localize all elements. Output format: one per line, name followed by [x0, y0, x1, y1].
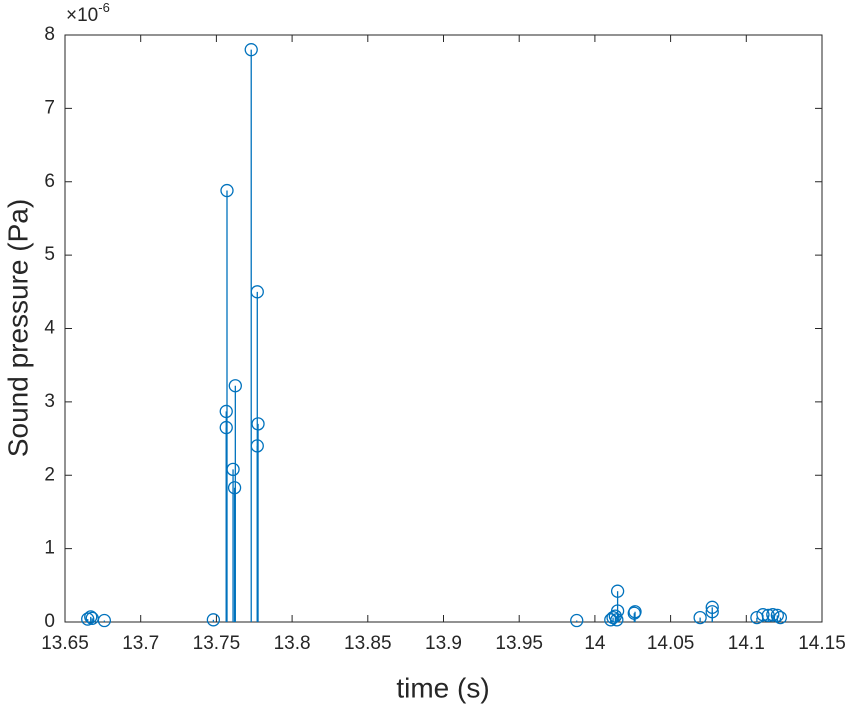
stem-marker: [227, 481, 242, 495]
stem-marker: [219, 404, 233, 419]
stem-marker: [570, 613, 584, 628]
x-tick-label: 13.85: [344, 633, 392, 654]
stem-marker: [97, 613, 112, 628]
stem-marker: [228, 379, 242, 393]
y-multiplier: ×10-6: [66, 0, 110, 26]
stem-marker: [693, 610, 707, 625]
y-multiplier-base: ×10: [66, 5, 98, 26]
y-tick-label: 8: [44, 24, 55, 45]
stem-marker: [206, 613, 221, 627]
stem-marker: [628, 605, 642, 619]
y-tick-label: 3: [44, 391, 55, 412]
x-tick-label: 14.05: [647, 633, 695, 654]
stem-marker: [705, 605, 719, 619]
stem-marker: [251, 417, 265, 431]
x-tick-label: 13.65: [41, 633, 89, 654]
y-tick-label: 7: [44, 97, 55, 118]
x-tick-label: 14.15: [798, 633, 846, 654]
stem-marker: [226, 462, 240, 477]
stem-marker: [219, 420, 233, 435]
stem-marker: [773, 610, 788, 625]
stem-marker: [610, 613, 624, 627]
y-axis-label: Sound pressure (Pa): [2, 199, 33, 457]
stem-marker: [81, 612, 95, 626]
y-tick-label: 6: [44, 171, 55, 192]
x-tick-label: 13.8: [274, 633, 311, 654]
stem-marker: [610, 584, 625, 598]
x-axis-label: time (s): [396, 672, 489, 703]
x-tick-label: 13.9: [425, 633, 462, 654]
stem-marker: [756, 608, 770, 622]
plot-area: [64, 34, 823, 623]
stem-marker: [250, 439, 264, 453]
x-tick-label: 13.95: [495, 633, 543, 654]
y-tick-label: 0: [44, 611, 55, 632]
y-tick-label: 1: [44, 538, 55, 559]
x-tick-label: 14.1: [728, 633, 765, 654]
stem-marker: [250, 285, 264, 299]
stem-marker: [770, 608, 784, 623]
y-tick-label: 4: [44, 318, 55, 339]
stem-marker: [244, 43, 258, 57]
stem-marker: [766, 608, 780, 622]
y-tick-label: 5: [44, 244, 55, 265]
x-tick-label: 13.75: [193, 633, 241, 654]
stem-marker: [220, 183, 234, 198]
y-multiplier-exponent: -6: [98, 0, 110, 15]
stem-marker: [84, 610, 98, 624]
x-tick-label: 13.7: [122, 633, 159, 654]
x-tick-label: 14: [584, 633, 606, 654]
y-tick-label: 2: [44, 464, 55, 485]
